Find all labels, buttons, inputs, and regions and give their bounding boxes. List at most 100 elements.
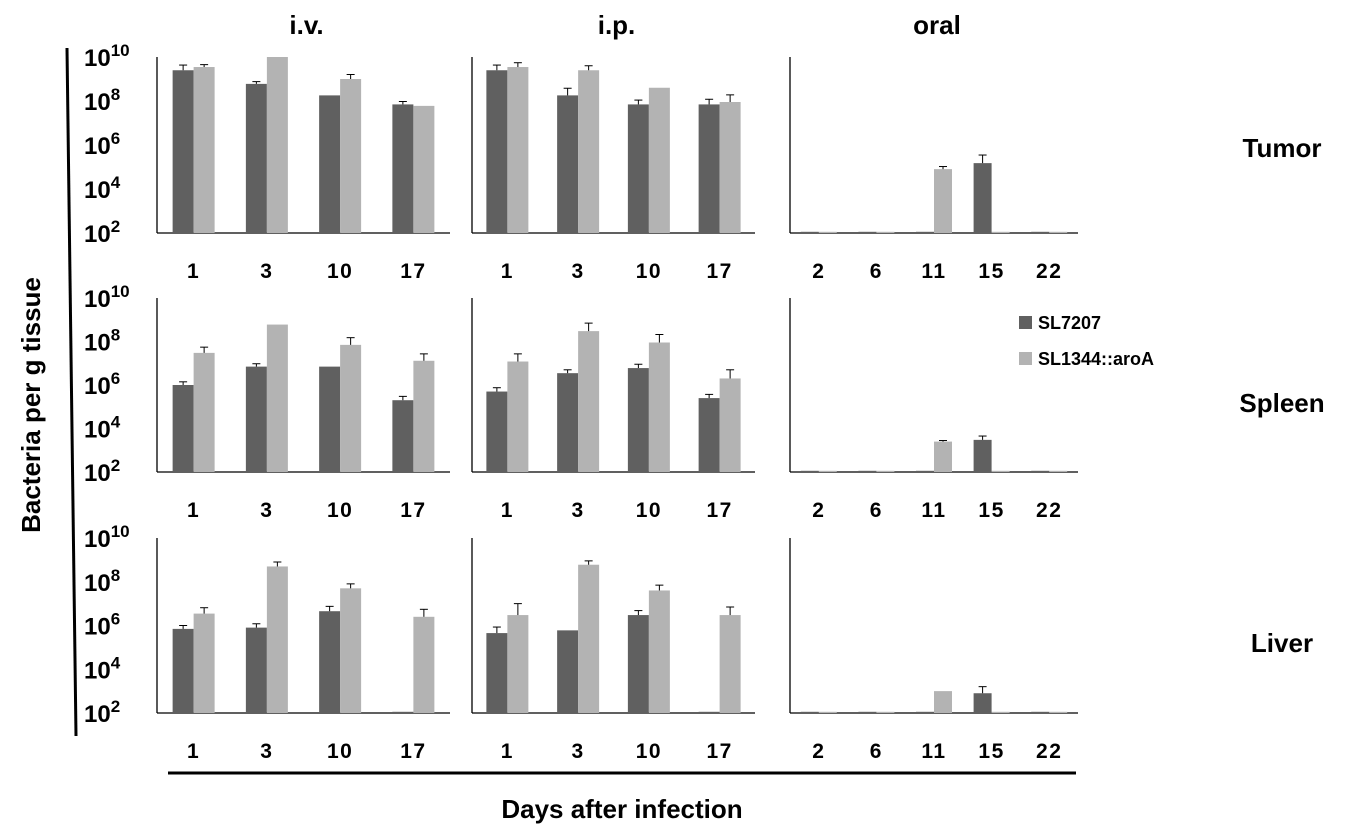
bar-sl7207 bbox=[486, 633, 508, 713]
x-tick-label: 11 bbox=[921, 740, 946, 763]
y-tick-base: 10 bbox=[84, 701, 111, 728]
panel-spleen-1: 1 3 10 17 bbox=[471, 298, 755, 522]
bar-sl1344aroa bbox=[507, 67, 529, 233]
x-tick-label: 22 bbox=[1036, 260, 1062, 283]
bar-sl1344aroa bbox=[648, 590, 670, 713]
y-tick-label: 102 bbox=[84, 456, 120, 487]
bar-sl1344aroa bbox=[719, 102, 741, 233]
x-tick-label: 22 bbox=[1036, 740, 1062, 763]
bar-sl1344aroa bbox=[818, 470, 837, 472]
bar-sl7207 bbox=[1031, 231, 1050, 233]
panel-tumor-0: 1 3 10 17 bbox=[156, 57, 450, 283]
x-tick-label: 17 bbox=[400, 499, 426, 522]
bar-sl1344aroa bbox=[578, 331, 600, 472]
y-tick-label: 106 bbox=[84, 610, 120, 641]
bar-sl1344aroa bbox=[876, 711, 895, 713]
y-tick-base: 10 bbox=[84, 177, 111, 204]
bar-sl7207 bbox=[627, 368, 649, 472]
x-axis-label: Days after infection bbox=[501, 794, 742, 824]
bar-sl1344aroa bbox=[413, 105, 435, 233]
bar-sl7207 bbox=[245, 366, 267, 472]
bar-sl1344aroa bbox=[1049, 231, 1068, 233]
y-tick-base: 10 bbox=[84, 286, 111, 313]
bar-sl7207 bbox=[245, 83, 267, 233]
row-label: Tumor bbox=[1243, 133, 1322, 163]
x-tick-label: 1 bbox=[501, 499, 514, 522]
y-tick-label: 108 bbox=[84, 326, 120, 357]
y-tick-label: 1010 bbox=[84, 41, 130, 72]
bar-sl7207 bbox=[319, 611, 341, 713]
legend-label: SL7207 bbox=[1038, 313, 1101, 333]
legend-label: SL1344::aroA bbox=[1038, 349, 1154, 369]
x-tick-label: 2 bbox=[812, 260, 825, 283]
column-title: i.v. bbox=[289, 10, 323, 40]
x-tick-label: 11 bbox=[921, 499, 946, 522]
bar-sl1344aroa bbox=[193, 352, 215, 472]
bar-sl1344aroa bbox=[719, 615, 741, 713]
bar-sl7207 bbox=[698, 711, 720, 713]
x-tick-label: 17 bbox=[706, 740, 732, 763]
y-tick-base: 10 bbox=[84, 657, 111, 684]
panel-spleen-0: 1 3 10 17 bbox=[156, 298, 450, 522]
bar-sl1344aroa bbox=[934, 441, 952, 472]
x-tick-label: 10 bbox=[636, 740, 662, 763]
x-tick-label: 15 bbox=[978, 740, 1004, 763]
y-tick-label: 108 bbox=[84, 85, 120, 116]
x-tick-label: 10 bbox=[636, 260, 662, 283]
bar-sl7207 bbox=[486, 70, 508, 233]
bar-sl1344aroa bbox=[266, 566, 288, 713]
bar-sl1344aroa bbox=[991, 470, 1010, 472]
y-tick-base: 10 bbox=[84, 570, 111, 597]
x-tick-label: 22 bbox=[1036, 499, 1062, 522]
x-tick-label: 6 bbox=[870, 499, 883, 522]
y-tick-exponent: 10 bbox=[111, 41, 130, 60]
bar-sl1344aroa bbox=[578, 70, 600, 233]
panel-liver-0: 1 3 10 17 bbox=[156, 538, 450, 763]
bar-sl1344aroa bbox=[413, 360, 435, 472]
x-tick-label: 1 bbox=[187, 260, 200, 283]
bar-sl1344aroa bbox=[266, 324, 288, 472]
bar-sl7207 bbox=[319, 95, 341, 233]
y-tick-exponent: 4 bbox=[111, 653, 121, 672]
bar-sl7207 bbox=[973, 693, 992, 713]
bar-sl7207 bbox=[245, 627, 267, 713]
y-tick-exponent: 8 bbox=[111, 566, 120, 585]
x-tick-label: 1 bbox=[187, 740, 200, 763]
bar-sl7207 bbox=[800, 711, 819, 713]
x-tick-label: 1 bbox=[501, 740, 514, 763]
x-tick-label: 17 bbox=[706, 260, 732, 283]
bar-sl1344aroa bbox=[413, 616, 435, 713]
bar-sl7207 bbox=[557, 373, 579, 472]
y-tick-label: 1010 bbox=[84, 282, 130, 313]
x-tick-label: 3 bbox=[260, 499, 273, 522]
bar-sl1344aroa bbox=[991, 711, 1010, 713]
bar-sl1344aroa bbox=[876, 231, 895, 233]
panel-liver-1: 1 3 10 17 bbox=[471, 538, 755, 763]
legend-swatch bbox=[1019, 352, 1032, 365]
y-tick-label: 102 bbox=[84, 697, 120, 728]
bar-sl7207 bbox=[800, 231, 819, 233]
bar-sl7207 bbox=[858, 711, 877, 713]
bar-sl7207 bbox=[1031, 470, 1050, 472]
x-tick-label: 3 bbox=[572, 740, 585, 763]
bar-sl7207 bbox=[698, 104, 720, 234]
bar-sl1344aroa bbox=[193, 67, 215, 233]
bar-sl7207 bbox=[858, 231, 877, 233]
panel-tumor-2: 2 6 11 15 22 bbox=[789, 57, 1078, 283]
y-tick-label: 104 bbox=[84, 653, 121, 684]
y-tick-base: 10 bbox=[84, 614, 111, 641]
x-tick-label: 17 bbox=[706, 499, 732, 522]
y-tick-base: 10 bbox=[84, 89, 111, 116]
bar-sl1344aroa bbox=[507, 615, 529, 713]
y-tick-base: 10 bbox=[84, 460, 111, 487]
bar-sl1344aroa bbox=[340, 344, 362, 472]
y-tick-exponent: 2 bbox=[111, 456, 120, 475]
y-tick-exponent: 10 bbox=[111, 522, 130, 541]
y-tick-exponent: 6 bbox=[111, 610, 120, 629]
column-title: i.p. bbox=[598, 10, 636, 40]
bar-sl7207 bbox=[627, 615, 649, 713]
x-tick-label: 10 bbox=[327, 260, 353, 283]
x-tick-label: 15 bbox=[978, 260, 1004, 283]
bar-sl1344aroa bbox=[340, 79, 362, 233]
bar-sl1344aroa bbox=[648, 342, 670, 472]
